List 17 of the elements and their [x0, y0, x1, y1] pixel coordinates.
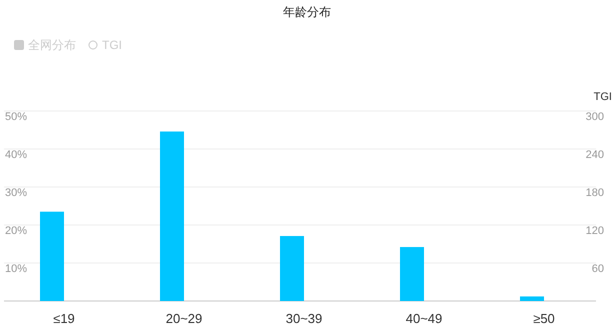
y2-tick-label: 300	[586, 111, 604, 123]
x-tick-label: 30~39	[286, 311, 322, 326]
y2-tick-label: 240	[586, 149, 604, 161]
y-tick-label: 20%	[5, 225, 28, 237]
y-tick-label: 30%	[5, 187, 28, 199]
y2-tick-label: 180	[586, 187, 604, 199]
y-tick-label: 50%	[5, 111, 28, 123]
y2-tick-label: 60	[592, 263, 604, 275]
chart-title: 年龄分布	[283, 5, 331, 19]
y-tick-label: 10%	[5, 263, 28, 275]
y-tick-label: 40%	[5, 149, 28, 161]
x-tick-label: ≥50	[533, 311, 555, 326]
x-tick-label: 20~29	[166, 311, 202, 326]
y2-axis-title: TGI	[594, 91, 612, 103]
x-tick-label: 40~49	[406, 311, 442, 326]
y2-tick-label: 120	[586, 225, 604, 237]
x-tick-label: ≤19	[53, 311, 75, 326]
